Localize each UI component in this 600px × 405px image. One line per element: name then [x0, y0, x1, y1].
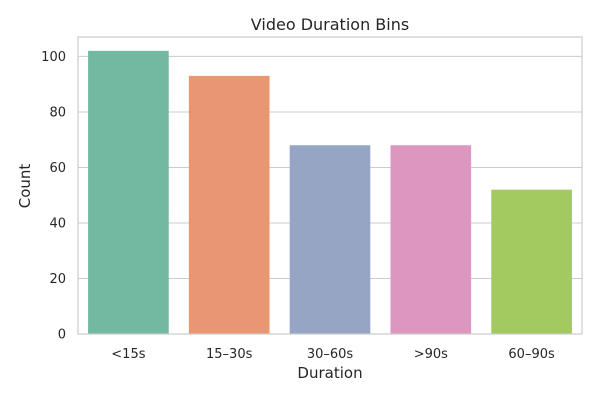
chart-title: Video Duration Bins: [251, 15, 409, 34]
y-tick-labels: 0 20 40 60 80 100: [41, 50, 66, 343]
bar: [188, 75, 270, 335]
y-tick-label: 60: [49, 161, 66, 176]
y-tick-label: 40: [49, 216, 66, 231]
bar: [491, 189, 572, 334]
x-tick-label: >90s: [414, 347, 448, 362]
bar: [88, 50, 169, 334]
y-tick-label: 20: [49, 272, 66, 287]
bar: [390, 145, 472, 334]
x-tick-label: 60–90s: [508, 347, 555, 362]
y-tick-label: 100: [41, 50, 66, 65]
x-tick-label: 15–30s: [206, 347, 253, 362]
bar: [289, 145, 371, 334]
plot-frame: [77, 36, 583, 335]
x-tick-label: <15s: [111, 347, 145, 362]
x-axis-label: Duration: [297, 364, 362, 382]
y-tick-label: 80: [49, 105, 66, 120]
y-tick-label: 0: [58, 328, 66, 343]
bars: [88, 50, 572, 335]
y-axis-label: Count: [16, 164, 34, 209]
x-tick-labels: <15s 15–30s 30–60s >90s 60–90s: [111, 347, 555, 362]
x-tick-label: 30–60s: [307, 347, 354, 362]
